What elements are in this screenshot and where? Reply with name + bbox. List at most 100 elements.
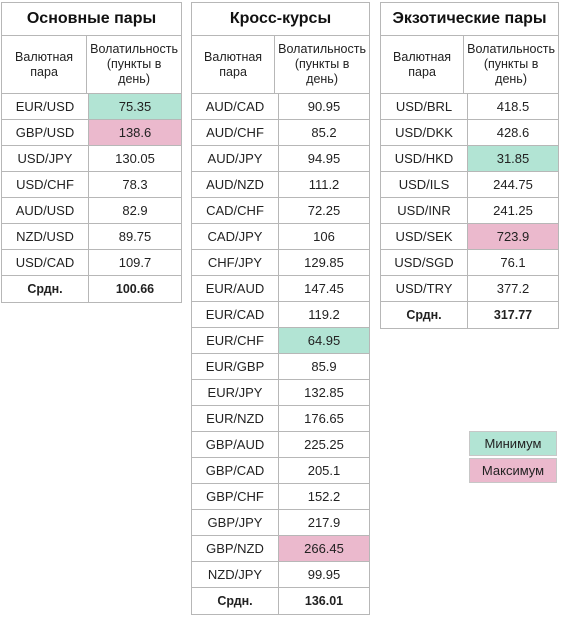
currency-pair-cell: USD/TRY — [381, 276, 468, 301]
volatility-cell: 225.25 — [304, 437, 344, 452]
table-body: EUR/USD 75.35 GBP/USD 138.6 USD/JPY 130.05 USD… — [2, 94, 181, 302]
table-row: USD/SEK 723.9 — [381, 224, 558, 250]
table-row: AUD/JPY 94.95 — [192, 146, 369, 172]
average-label: Срдн. — [381, 302, 468, 328]
currency-pair-cell: CHF/JPY — [192, 250, 279, 275]
currency-pair-cell: GBP/CAD — [192, 458, 279, 483]
table-row: EUR/JPY 132.85 — [192, 380, 369, 406]
legend-maximum: Максимум — [469, 458, 557, 483]
table-header: Валютная пара Волатильность (пункты в де… — [192, 36, 369, 94]
table-row: GBP/USD 138.6 — [2, 120, 181, 146]
volatility-column-header: Волатильность (пункты в день) — [278, 42, 366, 86]
volatility-cell: 94.95 — [307, 151, 341, 166]
volatility-cell: 90.95 — [307, 99, 341, 114]
volatility-cell: 428.6 — [496, 125, 530, 140]
table-row: USD/CAD 109.7 — [2, 250, 181, 276]
volatility-cell: 129.85 — [304, 255, 344, 270]
table-row: USD/TRY 377.2 — [381, 276, 558, 302]
table-row: GBP/CHF 152.2 — [192, 484, 369, 510]
currency-pair-cell: USD/JPY — [2, 146, 89, 171]
currency-pair-cell: GBP/JPY — [192, 510, 279, 535]
volatility-cell: 130.05 — [115, 151, 155, 166]
volatility-cell: 176.65 — [304, 411, 344, 426]
volatility-cell-min: 75.35 — [89, 94, 181, 119]
currency-pair-cell: USD/DKK — [381, 120, 468, 145]
pair-column-header: Валютная пара — [381, 36, 465, 93]
average-row: Срдн. 136.01 — [192, 588, 369, 614]
pair-column-header: Валютная пара — [2, 36, 88, 93]
currency-pair-cell: USD/HKD — [381, 146, 468, 171]
table-row: USD/BRL 418.5 — [381, 94, 558, 120]
volatility-cell-max: 723.9 — [468, 224, 558, 249]
volatility-cell: 377.2 — [496, 281, 530, 296]
average-label: Срдн. — [192, 588, 279, 614]
currency-pair-cell: USD/CAD — [2, 250, 89, 275]
volatility-cell: 72.25 — [307, 203, 341, 218]
table-row: EUR/CAD 119.2 — [192, 302, 369, 328]
volatility-cell: 111.2 — [308, 177, 340, 192]
average-row: Срдн. 100.66 — [2, 276, 181, 302]
currency-pair-cell: AUD/NZD — [192, 172, 279, 197]
table-row: GBP/NZD 266.45 — [192, 536, 369, 562]
table-row: CHF/JPY 129.85 — [192, 250, 369, 276]
volatility-cell: 89.75 — [118, 229, 152, 244]
currency-pair-cell: EUR/JPY — [192, 380, 279, 405]
table-row: EUR/USD 75.35 — [2, 94, 181, 120]
currency-pair-cell: USD/INR — [381, 198, 468, 223]
table-row: AUD/USD 82.9 — [2, 198, 181, 224]
currency-pair-cell: AUD/USD — [2, 198, 89, 223]
currency-pair-cell: GBP/USD — [2, 120, 89, 145]
volatility-cell: 106 — [313, 229, 335, 244]
currency-pair-cell: NZD/JPY — [192, 562, 279, 587]
table-title: Кросс-курсы — [192, 3, 369, 36]
currency-pair-cell: USD/SGD — [381, 250, 468, 275]
currency-pair-cell: GBP/NZD — [192, 536, 279, 561]
table-row: GBP/JPY 217.9 — [192, 510, 369, 536]
currency-pair-cell: EUR/AUD — [192, 276, 279, 301]
volatility-cell: 76.1 — [500, 255, 526, 270]
currency-pair-cell: AUD/CHF — [192, 120, 279, 145]
volatility-cell-min: 31.85 — [468, 146, 558, 171]
table-row: USD/CHF 78.3 — [2, 172, 181, 198]
average-label: Срдн. — [2, 276, 89, 302]
volatility-cell: 147.45 — [304, 281, 344, 296]
volatility-cell: 99.95 — [307, 567, 341, 582]
table-row: AUD/CHF 85.2 — [192, 120, 369, 146]
table-row: EUR/AUD 147.45 — [192, 276, 369, 302]
volatility-cell: 205.1 — [307, 463, 341, 478]
currency-pair-cell: EUR/CAD — [192, 302, 279, 327]
volatility-cell-max: 266.45 — [279, 536, 369, 561]
table-row: CAD/CHF 72.25 — [192, 198, 369, 224]
table-title: Экзотические пары — [381, 3, 558, 36]
currency-pair-cell: EUR/NZD — [192, 406, 279, 431]
currency-pair-cell: EUR/USD — [2, 94, 89, 119]
volatility-cell: 78.3 — [122, 177, 148, 192]
volatility-column-header: Волатильность (пункты в день) — [467, 42, 555, 86]
table-body: USD/BRL 418.5 USD/DKK 428.6 USD/HKD 31.85 USD/… — [381, 94, 558, 328]
currency-pair-cell: CAD/CHF — [192, 198, 279, 223]
table-row: EUR/CHF 64.95 — [192, 328, 369, 354]
average-value: 317.77 — [493, 308, 533, 322]
exotic-pairs-table: Экзотические пары Валютная пара Волатиль… — [380, 2, 559, 329]
table-row: GBP/AUD 225.25 — [192, 432, 369, 458]
table-row: AUD/CAD 90.95 — [192, 94, 369, 120]
volatility-cell-min: 64.95 — [279, 328, 369, 353]
average-value: 100.66 — [115, 282, 155, 296]
table-row: USD/JPY 130.05 — [2, 146, 181, 172]
table-row: USD/DKK 428.6 — [381, 120, 558, 146]
average-row: Срдн. 317.77 — [381, 302, 558, 328]
currency-pair-cell: AUD/JPY — [192, 146, 279, 171]
table-row: USD/HKD 31.85 — [381, 146, 558, 172]
currency-pair-cell: GBP/CHF — [192, 484, 279, 509]
table-row: EUR/NZD 176.65 — [192, 406, 369, 432]
currency-pair-cell: USD/BRL — [381, 94, 468, 119]
volatility-cell: 82.9 — [122, 203, 148, 218]
volatility-cell: 109.7 — [118, 255, 152, 270]
table-header: Валютная пара Волатильность (пункты в де… — [381, 36, 558, 94]
volatility-cell-max: 138.6 — [89, 120, 181, 145]
major-pairs-table: Основные пары Валютная пара Волатильност… — [1, 2, 182, 303]
currency-pair-cell: CAD/JPY — [192, 224, 279, 249]
currency-pair-cell: EUR/CHF — [192, 328, 279, 353]
volatility-column-header: Волатильность (пункты в день) — [90, 42, 178, 86]
table-row: USD/SGD 76.1 — [381, 250, 558, 276]
